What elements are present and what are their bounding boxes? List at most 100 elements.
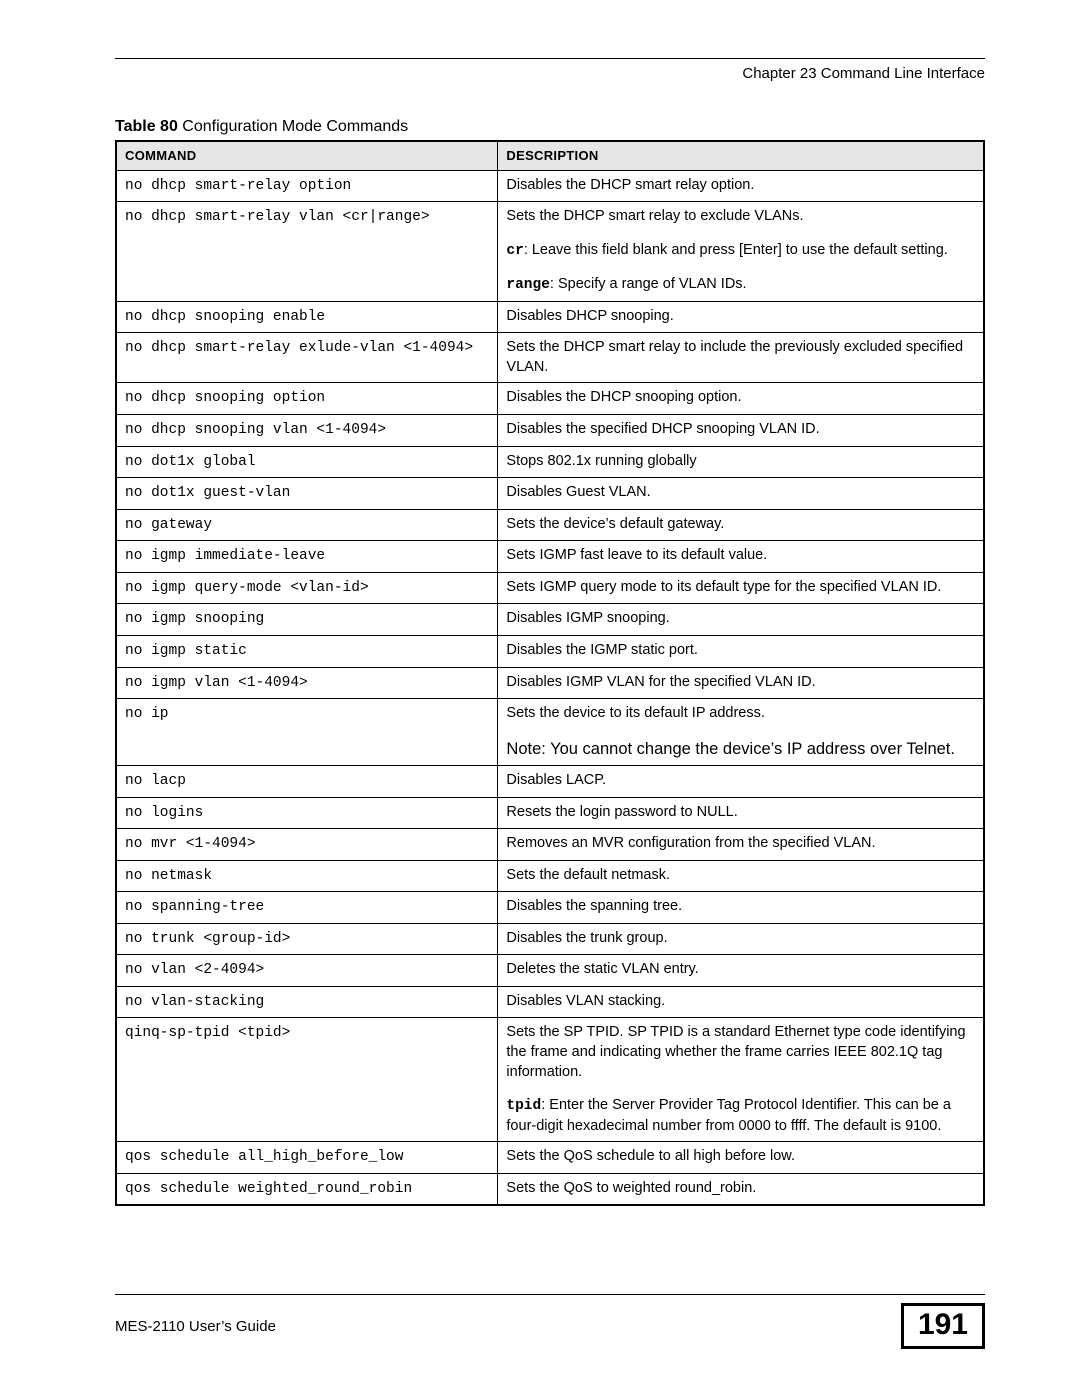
command-cell: no lacp xyxy=(116,765,498,797)
command-text: no igmp snooping xyxy=(125,611,264,627)
command-cell: no dhcp snooping option xyxy=(116,383,498,415)
parameter-name: cr xyxy=(506,243,523,259)
description-cell: Sets the SP TPID. SP TPID is a standard … xyxy=(498,1018,984,1142)
command-cell: no dot1x guest-vlan xyxy=(116,478,498,510)
description-cell: Stops 802.1x running globally xyxy=(498,446,984,478)
description-cell: Sets the device to its default IP addres… xyxy=(498,699,984,766)
table-number: Table 80 xyxy=(115,118,178,135)
table-row: no igmp query-mode <vlan-id> Sets IGMP qu… xyxy=(116,572,984,604)
description-text: Disables VLAN stacking. xyxy=(506,993,665,1009)
table-row: no dhcp snooping vlan <1-4094> Disables t… xyxy=(116,415,984,447)
command-text: no vlan-stacking xyxy=(125,994,264,1010)
description-cell: Disables VLAN stacking. xyxy=(498,986,984,1018)
command-text: no mvr <1-4094> xyxy=(125,836,256,852)
description-text: Sets the DHCP smart relay to include the… xyxy=(506,339,963,375)
command-cell: no logins xyxy=(116,797,498,829)
table-header-row: COMMAND DESCRIPTION xyxy=(116,141,984,170)
table-row: no mvr <1-4094>Removes an MVR configurat… xyxy=(116,829,984,861)
command-text: no vlan <2-4094> xyxy=(125,962,264,978)
command-cell: no netmask xyxy=(116,860,498,892)
description-text: Sets IGMP fast leave to its default valu… xyxy=(506,547,767,563)
description-text: Disables the specified DHCP snooping VLA… xyxy=(506,421,819,437)
table-row: no dot1x guest-vlanDisables Guest VLAN. xyxy=(116,478,984,510)
command-cell: no ip xyxy=(116,699,498,766)
description-text: Disables IGMP snooping. xyxy=(506,610,669,626)
description-text: : Leave this field blank and press [Ente… xyxy=(524,242,948,258)
description-cell: Disables IGMP VLAN for the specified VLA… xyxy=(498,667,984,699)
description-text: Disables IGMP VLAN for the specified VLA… xyxy=(506,674,815,690)
description-text: Resets the login password to NULL. xyxy=(506,804,737,820)
table-title: Configuration Mode Commands xyxy=(178,118,408,135)
table-row: no logins Resets the login password to NU… xyxy=(116,797,984,829)
table-row: no igmp immediate-leave Sets IGMP fast le… xyxy=(116,541,984,573)
description-cell: Sets the QoS to weighted round_robin. xyxy=(498,1173,984,1205)
command-text: no dhcp snooping enable xyxy=(125,309,325,325)
description-paragraph: tpid: Enter the Server Provider Tag Prot… xyxy=(506,1096,975,1136)
command-text: no trunk <group-id> xyxy=(125,931,290,947)
description-cell: Sets IGMP fast leave to its default valu… xyxy=(498,541,984,573)
command-text: no spanning-tree xyxy=(125,899,264,915)
description-paragraph: range: Specify a range of VLAN IDs. xyxy=(506,275,975,296)
table-row: qinq-sp-tpid <tpid>Sets the SP TPID. SP … xyxy=(116,1018,984,1142)
command-text: no ip xyxy=(125,706,169,722)
header-rule xyxy=(115,58,985,59)
command-cell: no dhcp snooping vlan <1-4094> xyxy=(116,415,498,447)
command-text: no dhcp smart-relay option xyxy=(125,178,351,194)
description-text: Sets IGMP query mode to its default type… xyxy=(506,579,941,595)
command-cell: no trunk <group-id> xyxy=(116,923,498,955)
footer-rule xyxy=(115,1294,985,1295)
page-footer: MES-2110 User’s Guide 191 xyxy=(115,1294,985,1349)
parameter-name: range xyxy=(506,277,550,293)
command-text: no logins xyxy=(125,805,203,821)
description-text: : Enter the Server Provider Tag Protocol… xyxy=(506,1097,951,1134)
description-text: Disables the DHCP snooping option. xyxy=(506,389,741,405)
description-cell: Deletes the static VLAN entry. xyxy=(498,955,984,987)
table-row: no dhcp smart-relay option Disables the D… xyxy=(116,170,984,202)
table-row: no vlan <2-4094> Deletes the static VLAN … xyxy=(116,955,984,987)
command-text: qos schedule all_high_before_low xyxy=(125,1149,403,1165)
table-row: no spanning-tree Disables the spanning tr… xyxy=(116,892,984,924)
description-text: Sets the device to its default IP addres… xyxy=(506,705,764,721)
table-row: no trunk <group-id> Disables the trunk gr… xyxy=(116,923,984,955)
description-cell: Disables the spanning tree. xyxy=(498,892,984,924)
command-text: no netmask xyxy=(125,868,212,884)
description-paragraph: Sets the SP TPID. SP TPID is a standard … xyxy=(506,1023,975,1082)
description-paragraph: Sets the DHCP smart relay to exclude VLA… xyxy=(506,207,975,227)
description-cell: Disables the trunk group. xyxy=(498,923,984,955)
guide-title: MES-2110 User’s Guide xyxy=(115,1318,276,1335)
table-row: qos schedule all_high_before_lowSets the… xyxy=(116,1142,984,1174)
table-row: no gatewaySets the device’s default gate… xyxy=(116,509,984,541)
command-text: no igmp static xyxy=(125,643,247,659)
table-row: no dhcp snooping option Disables the DHCP… xyxy=(116,383,984,415)
footer-row: MES-2110 User’s Guide 191 xyxy=(115,1303,985,1349)
command-text: no dot1x global xyxy=(125,454,256,470)
command-cell: no igmp query-mode <vlan-id> xyxy=(116,572,498,604)
description-text: : Specify a range of VLAN IDs. xyxy=(550,276,747,292)
command-cell: no spanning-tree xyxy=(116,892,498,924)
table-row: no dhcp snooping enable Disables DHCP sno… xyxy=(116,301,984,333)
description-cell: Disables the specified DHCP snooping VLA… xyxy=(498,415,984,447)
description-text: Disables DHCP snooping. xyxy=(506,308,673,324)
description-text: Disables LACP. xyxy=(506,772,606,788)
command-cell: no igmp immediate-leave xyxy=(116,541,498,573)
command-table: COMMAND DESCRIPTION no dhcp smart-relay … xyxy=(115,140,985,1206)
description-cell: Disables IGMP snooping. xyxy=(498,604,984,636)
description-text: Disables the DHCP smart relay option. xyxy=(506,177,754,193)
command-text: no dhcp snooping vlan <1-4094> xyxy=(125,422,386,438)
command-text: no igmp vlan <1-4094> xyxy=(125,675,308,691)
command-cell: no gateway xyxy=(116,509,498,541)
command-cell: no igmp static xyxy=(116,635,498,667)
description-cell: Disables LACP. xyxy=(498,765,984,797)
table-row: no lacp Disables LACP. xyxy=(116,765,984,797)
command-text: no dhcp smart-relay vlan <cr|range> xyxy=(125,209,430,225)
command-text: no gateway xyxy=(125,517,212,533)
description-cell: Disables the DHCP smart relay option. xyxy=(498,170,984,202)
table-row: no igmp snooping Disables IGMP snooping. xyxy=(116,604,984,636)
command-cell: no dhcp smart-relay vlan <cr|range> xyxy=(116,202,498,302)
note-text: Note: You cannot change the device’s IP … xyxy=(506,738,975,760)
command-cell: no mvr <1-4094> xyxy=(116,829,498,861)
description-cell: Resets the login password to NULL. xyxy=(498,797,984,829)
command-text: no igmp immediate-leave xyxy=(125,548,325,564)
page-content: Chapter 23 Command Line Interface Table … xyxy=(0,0,1080,1206)
description-cell: Disables the IGMP static port. xyxy=(498,635,984,667)
